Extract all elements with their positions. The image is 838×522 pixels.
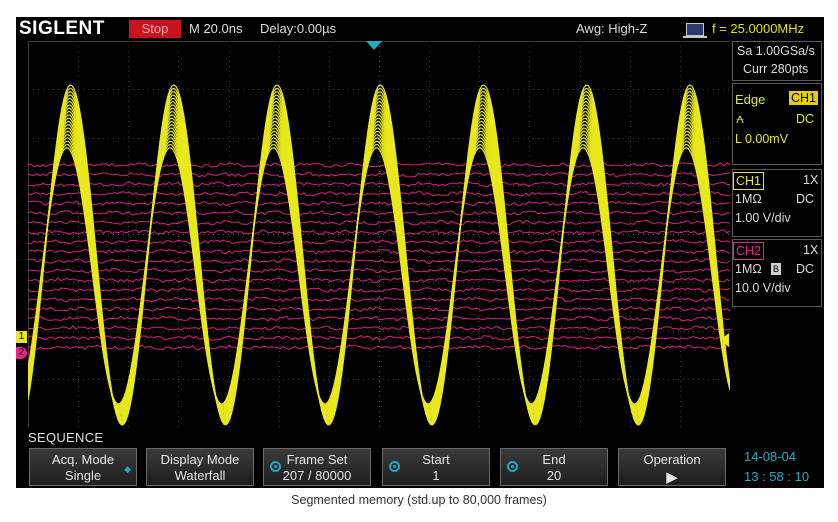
display-mode-value: Waterfall — [174, 468, 226, 483]
ch2-frame-trace — [28, 219, 730, 226]
end-softkey[interactable]: End 20 — [500, 448, 608, 486]
ch2-scale: 10.0 V/div — [735, 281, 791, 295]
awg-readout: Awg: High-Z — [576, 21, 648, 36]
ch2-label: CH2 — [733, 242, 765, 260]
ch2-probe: 1X — [803, 243, 819, 257]
ch2-frame-trace — [28, 181, 730, 188]
rising-edge-icon: ⩜ — [736, 110, 744, 126]
clock-date: 14-08-04 — [744, 449, 797, 464]
ch1-frame-trace — [28, 147, 730, 405]
ch2-marker-label: 2 — [18, 347, 25, 358]
end-value: 20 — [546, 468, 562, 483]
ch2-impedance: 1MΩ — [735, 262, 762, 276]
display-mode-label: Display Mode — [160, 452, 240, 467]
acquisition-box: Sa 1.00GSa/s Curr 280pts — [732, 41, 822, 81]
acq-mode-label: Acq. Mode — [51, 452, 115, 467]
ch2-frame-trace — [28, 344, 730, 351]
acq-mode-softkey[interactable]: Acq. Mode Single ◆ — [29, 448, 137, 486]
ch2-coupling: DC — [796, 262, 815, 276]
knob-icon — [270, 461, 281, 472]
ch2-frame-trace — [28, 190, 730, 197]
play-icon: ▶ — [666, 469, 678, 486]
operation-label: Operation — [643, 452, 701, 467]
run-state-badge[interactable]: Stop — [129, 20, 181, 38]
ch1-settings-box[interactable]: CH1 1X 1MΩ DC 1.00 V/div — [732, 169, 822, 237]
memory-depth: Curr 280pts — [743, 62, 809, 76]
ch2-frame-trace — [28, 325, 730, 331]
trigger-coupling: DC — [796, 112, 815, 126]
ch1-coupling: DC — [796, 192, 815, 206]
trigger-level-marker[interactable] — [720, 333, 729, 347]
frame-set-label: Frame Set — [286, 452, 348, 467]
ch1-impedance: 1MΩ — [735, 192, 762, 206]
status-bar: SIGLENT Stop M 20.0ns Delay:0.00µs Awg: … — [16, 17, 824, 41]
start-softkey[interactable]: Start 1 — [382, 448, 490, 486]
timebase-readout: M 20.0ns — [189, 21, 243, 36]
trigger-type: Edge — [735, 92, 766, 107]
display-mode-softkey[interactable]: Display Mode Waterfall — [146, 448, 254, 486]
usb-icon — [683, 23, 707, 38]
frequency-counter: f = 25.0000MHz — [712, 21, 805, 36]
ch1-probe: 1X — [803, 173, 819, 187]
ch2-frame-trace — [28, 258, 730, 264]
start-value: 1 — [432, 468, 440, 483]
waveform-display[interactable] — [28, 41, 730, 427]
bw-limit-badge: B — [771, 263, 781, 275]
ch1-label: CH1 — [733, 172, 765, 190]
waveform-svg — [28, 41, 730, 427]
clock-time: 13 : 58 : 10 — [744, 469, 810, 484]
ch1-scale: 1.00 V/div — [735, 211, 791, 225]
ch2-frame-trace — [28, 267, 730, 274]
image-caption: Segmented memory (std.up to 80,000 frame… — [291, 493, 547, 507]
ch2-marker[interactable]: 2 — [16, 347, 27, 359]
frame-set-value: 207 / 80000 — [282, 468, 352, 483]
trigger-source: CH1 — [789, 91, 819, 105]
trigger-level: L 0.00mV — [735, 132, 789, 146]
sample-rate: Sa 1.00GSa/s — [737, 44, 815, 58]
knob-icon — [507, 461, 518, 472]
ch2-frame-trace — [28, 229, 730, 236]
ch1-marker-label: 1 — [18, 331, 25, 342]
ch2-frame-trace — [28, 334, 730, 341]
ch2-frame-trace — [28, 315, 730, 322]
start-label: Start — [422, 452, 450, 467]
knob-icon — [389, 461, 400, 472]
ch1-marker[interactable]: 1 — [16, 331, 27, 343]
frame-set-softkey[interactable]: Frame Set 207 / 80000 — [263, 448, 371, 486]
ch2-frame-trace — [28, 306, 730, 312]
cycle-arrow-icon: ◆ — [124, 464, 131, 474]
oscilloscope-screen: SIGLENT Stop M 20.0ns Delay:0.00µs Awg: … — [16, 17, 824, 488]
end-label: End — [542, 452, 566, 467]
ch2-frame-trace — [28, 210, 730, 216]
info-panel: Sa 1.00GSa/s Curr 280pts Edge CH1 ⩜ DC L… — [730, 41, 824, 461]
ch2-frame-trace — [28, 200, 730, 207]
trigger-position-marker — [366, 41, 382, 50]
operation-softkey[interactable]: Operation ▶ — [618, 448, 726, 486]
ch1-traces — [28, 84, 730, 426]
menu-title: SEQUENCE — [28, 430, 104, 445]
ch2-settings-box[interactable]: CH2 1X 1MΩ B DC 10.0 V/div — [732, 239, 822, 307]
delay-readout: Delay:0.00µs — [260, 21, 337, 36]
ch2-frame-trace — [28, 162, 730, 168]
ch2-frame-trace — [28, 248, 730, 255]
brand-logo: SIGLENT — [19, 18, 105, 39]
acq-mode-value: Single — [64, 468, 102, 483]
ch2-frame-trace — [28, 239, 730, 245]
ch2-frame-trace — [28, 171, 730, 178]
ch2-frame-trace — [28, 296, 730, 303]
trigger-box[interactable]: Edge CH1 ⩜ DC L 0.00mV — [732, 83, 822, 165]
